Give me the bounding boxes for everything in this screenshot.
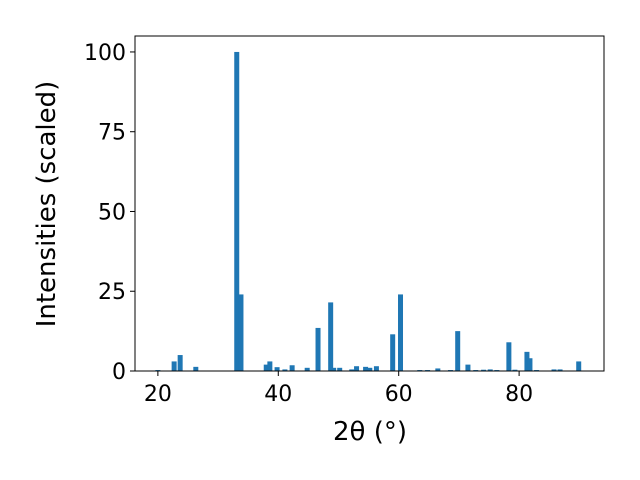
x-axis-label: 2θ (°) xyxy=(333,417,407,447)
bar xyxy=(390,334,396,371)
bar xyxy=(349,369,355,371)
bar xyxy=(171,361,177,371)
bar xyxy=(551,369,557,371)
bar xyxy=(373,366,379,371)
bar xyxy=(435,368,441,371)
bar xyxy=(398,294,404,371)
bar xyxy=(527,358,533,371)
bar xyxy=(263,364,269,371)
x-tick-label: 40 xyxy=(264,382,292,407)
bar xyxy=(557,369,563,371)
bar xyxy=(331,367,337,371)
y-tick-label: 50 xyxy=(98,200,126,225)
bar xyxy=(238,294,244,371)
bar xyxy=(465,364,471,371)
bar xyxy=(367,367,373,371)
bar xyxy=(512,369,518,371)
bar xyxy=(487,369,493,371)
y-tick-label: 75 xyxy=(98,121,126,146)
bar xyxy=(576,361,582,371)
bar xyxy=(289,365,295,371)
bar xyxy=(234,51,240,371)
bar xyxy=(363,366,369,371)
bar xyxy=(337,367,343,371)
bar xyxy=(267,361,273,371)
bar xyxy=(524,351,530,371)
y-axis-label: Intensities (scaled) xyxy=(32,81,62,328)
x-tick-label: 20 xyxy=(144,382,172,407)
bar xyxy=(354,366,360,371)
plot-frame xyxy=(134,35,605,372)
y-tick-label: 25 xyxy=(98,280,126,305)
bar xyxy=(304,367,310,371)
y-tick-label: 100 xyxy=(84,41,126,66)
bar xyxy=(282,369,288,371)
bar xyxy=(177,355,183,371)
x-tick-label: 80 xyxy=(505,382,533,407)
bar xyxy=(328,302,334,371)
bar xyxy=(481,369,487,371)
bar xyxy=(193,366,199,371)
bar xyxy=(506,342,512,371)
bar xyxy=(315,327,321,371)
bar xyxy=(455,331,461,371)
bar xyxy=(274,367,280,371)
y-tick-label: 0 xyxy=(112,360,126,385)
x-tick-label: 60 xyxy=(385,382,413,407)
